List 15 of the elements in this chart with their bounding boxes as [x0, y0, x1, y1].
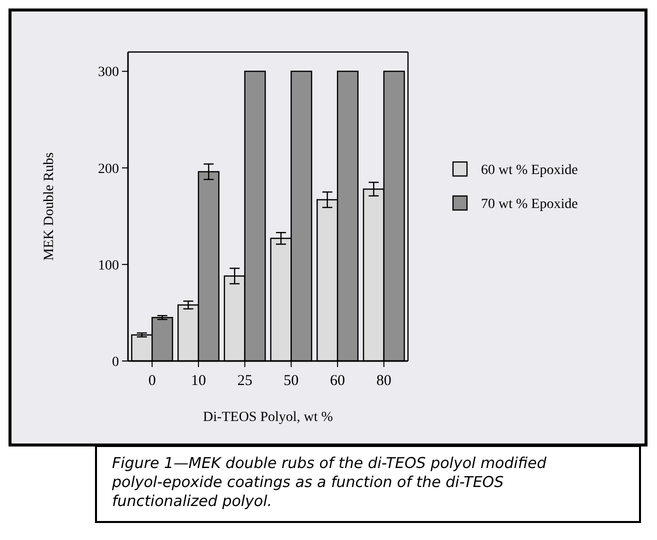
legend-label: 60 wt % Epoxide [481, 162, 578, 178]
x-tick-label: 25 [237, 373, 252, 389]
x-tick-label: 10 [190, 373, 206, 389]
x-tick-label: 0 [148, 373, 156, 389]
x-axis-title: Di-TEOS Polyol, wt % [203, 410, 334, 425]
y-tick-label: 300 [98, 65, 119, 80]
caption: Figure 1—MEK double rubs of the di-TEOS polyol modified polyol-epoxide coatings as a function of the di-TEOS functionalized polyol. [111, 454, 547, 510]
x-tick-label: 50 [284, 373, 299, 389]
y-tick-label: 0 [112, 354, 119, 370]
legend-label: 70 wt % Epoxide [481, 196, 578, 212]
y-axis-title: MEK Double Rubs [42, 152, 57, 261]
y-tick-label: 200 [98, 162, 119, 177]
x-tick-label: 60 [330, 373, 346, 389]
y-tick-label: 100 [98, 258, 119, 274]
x-tick-label: 80 [376, 373, 392, 389]
